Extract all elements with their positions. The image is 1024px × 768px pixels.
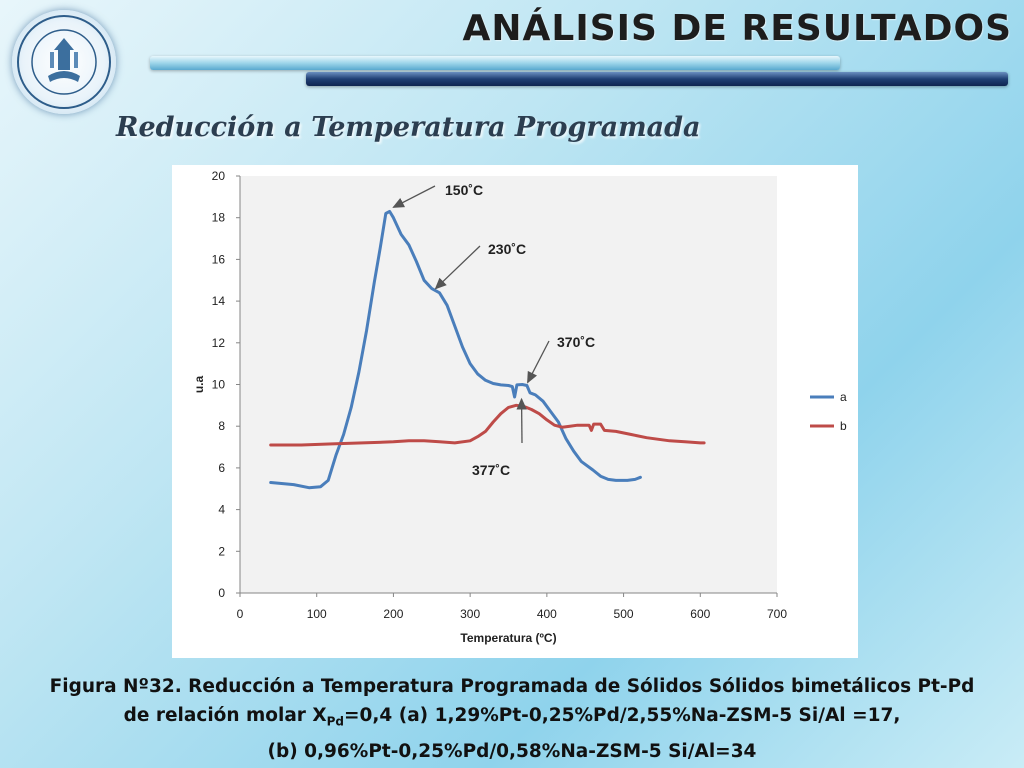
caption-line-2-start: de relación molar X: [123, 705, 327, 726]
university-seal: [12, 10, 116, 114]
x-tick-label: 200: [383, 607, 403, 621]
slide-subtitle: Reducción a Temperatura Programada: [116, 112, 701, 143]
y-tick-label: 0: [218, 586, 225, 600]
annotation-label: 370˚C: [557, 334, 595, 350]
caption-line-1: Figura Nº32. Reducción a Temperatura Pro…: [49, 676, 975, 697]
legend-label-b: b: [840, 419, 847, 433]
x-tick-label: 0: [237, 607, 244, 621]
x-tick-label: 700: [767, 607, 787, 621]
y-tick-label: 20: [212, 169, 226, 183]
x-tick-label: 500: [614, 607, 634, 621]
y-tick-label: 14: [212, 294, 226, 308]
annotation-arrow: [434, 245, 481, 290]
y-tick-label: 12: [212, 336, 226, 350]
caption-line-2: de relación molar XPd=0,4 (a) 1,29%Pt-0,…: [0, 701, 1024, 737]
annotation-label: 150˚C: [445, 182, 483, 198]
y-tick-label: 8: [218, 419, 225, 433]
annotation-label: 230˚C: [488, 241, 526, 257]
header-bar-dark: [306, 72, 1008, 86]
y-tick-label: 18: [212, 211, 226, 225]
y-tick-label: 4: [218, 503, 225, 517]
series-line-b: [269, 403, 706, 447]
x-tick-label: 100: [307, 607, 327, 621]
x-tick-label: 400: [537, 607, 557, 621]
slide-title: ANÁLISIS DE RESULTADOS: [462, 8, 1012, 49]
y-tick-label: 16: [212, 252, 226, 266]
caption-line-3: (b) 0,96%Pt-0,25%Pd/0,58%Na-ZSM-5 Si/Al=…: [267, 740, 757, 762]
caption-subscript: Pd: [326, 714, 345, 729]
y-axis-label: u.a: [192, 376, 206, 394]
annotation-arrow: [527, 340, 550, 384]
annotation-arrow: [392, 185, 436, 208]
y-tick-label: 10: [212, 378, 226, 392]
header-bar-light: [150, 56, 840, 70]
caption-line-2-end: =0,4 (a) 1,29%Pt-0,25%Pd/2,55%Na-ZSM-5 S…: [344, 705, 901, 726]
x-tick-label: 300: [460, 607, 480, 621]
figure-caption: Figura Nº32. Reducción a Temperatura Pro…: [0, 672, 1024, 766]
x-axis-label: Temperatura (ºC): [460, 631, 556, 645]
series-line-a: [269, 209, 642, 490]
annotation-label: 377˚C: [472, 462, 510, 478]
x-tick-label: 600: [690, 607, 710, 621]
y-tick-label: 6: [218, 461, 225, 475]
legend-label-a: a: [840, 390, 847, 404]
chart-panel: 0 2 4 6 8 10 12 14 16 18 20 0 100 200 300 400 500 600 700 T…: [172, 165, 858, 658]
y-tick-label: 2: [218, 544, 225, 558]
